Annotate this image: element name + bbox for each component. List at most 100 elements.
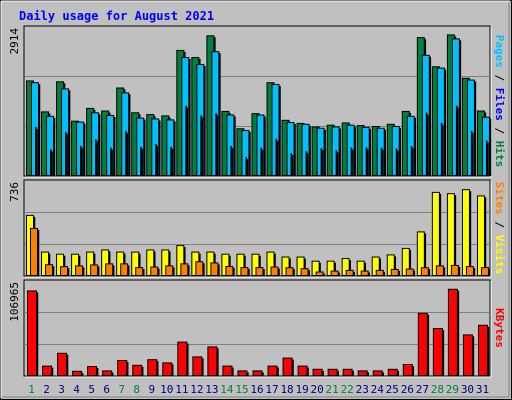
sites-bar — [300, 268, 310, 277]
day-label: 22 — [341, 383, 354, 396]
pages-bar — [290, 152, 294, 177]
pages-bar — [80, 145, 83, 176]
day-label: 11 — [175, 383, 188, 396]
visits-bar — [431, 191, 442, 276]
sites-bar — [315, 271, 325, 276]
kbytes-bar — [72, 370, 84, 376]
pages-bar — [335, 150, 339, 177]
kbytes-bar — [132, 364, 144, 376]
day-label: 6 — [103, 383, 110, 396]
day-label: 1 — [28, 383, 35, 396]
day-label: 29 — [446, 383, 459, 396]
pages-bar — [425, 112, 429, 176]
visits-bar — [476, 195, 487, 276]
pages-bar — [245, 156, 249, 176]
pages-bar — [155, 144, 159, 177]
sites-bar — [30, 227, 40, 276]
hits-max-label: 2914 — [8, 28, 21, 55]
pages-bar — [365, 147, 369, 177]
sites-bar — [345, 269, 355, 277]
sites-bar — [435, 265, 446, 276]
visits-max-label: 736 — [8, 182, 21, 202]
pages-bar — [305, 151, 309, 176]
sites-bar — [90, 264, 100, 277]
pages-bar — [275, 138, 279, 176]
kbytes-bar — [42, 365, 54, 377]
pages-bar — [350, 147, 354, 176]
sites-bar — [420, 267, 431, 276]
kbytes-bar — [252, 370, 264, 376]
pages-bar — [320, 148, 324, 176]
pages-bar — [95, 139, 98, 177]
kbytes-bar — [117, 360, 129, 376]
day-label: 30 — [461, 383, 474, 396]
day-label: 12 — [190, 383, 203, 396]
sites-bar — [195, 261, 205, 276]
day-label: 25 — [386, 383, 399, 396]
sites-bar — [120, 263, 130, 276]
kbytes-panel — [23, 279, 491, 377]
kbytes-bar — [162, 362, 174, 376]
kbytes-bar — [447, 288, 460, 376]
day-label: 16 — [250, 383, 263, 396]
pages-bar — [380, 147, 384, 176]
kbytes-bar — [387, 368, 400, 376]
day-label: 20 — [311, 383, 324, 396]
kbytes-bar — [27, 290, 39, 377]
kbytes-bar — [342, 368, 354, 376]
day-label: 21 — [326, 383, 339, 396]
day-label: 9 — [148, 383, 155, 396]
sites-bar — [210, 262, 220, 276]
pages-bar — [50, 149, 53, 176]
sites-bar — [360, 270, 370, 277]
sites-bar — [75, 265, 85, 276]
kbytes-bar — [312, 368, 324, 376]
pages-bar — [410, 145, 414, 176]
kbytes-bar — [432, 328, 445, 376]
sites-bar — [375, 269, 385, 277]
sites-bar — [330, 270, 340, 277]
day-label: 31 — [476, 383, 489, 396]
sites-bar — [255, 267, 265, 276]
sites-bar — [105, 263, 115, 276]
kbytes-bar — [282, 357, 294, 377]
sites-bar — [240, 267, 250, 276]
pages-bar — [395, 148, 399, 177]
pages-bar — [470, 130, 474, 176]
day-label: 28 — [431, 383, 444, 396]
sites-bar — [480, 267, 491, 276]
kbytes-bar — [87, 366, 99, 376]
pages-bar — [110, 147, 113, 176]
kbytes-max-label: 106965 — [8, 282, 21, 322]
kbytes-bar — [192, 356, 204, 376]
day-label: 19 — [295, 383, 308, 396]
day-label: 17 — [265, 383, 278, 396]
day-label: 4 — [73, 383, 80, 396]
pages-bar — [170, 146, 174, 177]
visits-bar — [461, 189, 472, 276]
pages-bar — [200, 115, 204, 176]
kbytes-bar — [327, 368, 339, 376]
kbytes-bar — [57, 352, 69, 376]
day-label: 14 — [220, 383, 234, 396]
sites-bar — [465, 266, 476, 277]
sites-bar — [180, 263, 190, 276]
kbytes-bar — [297, 365, 309, 377]
kbytes-bar — [357, 370, 369, 376]
kbytes-bar — [462, 334, 475, 376]
kbytes-bar — [372, 370, 384, 376]
kbytes-bar — [237, 370, 249, 376]
day-label: 5 — [88, 383, 95, 396]
day-label: 7 — [118, 383, 125, 396]
pages-bar — [260, 147, 264, 176]
kbytes-bar — [102, 370, 114, 376]
sites-bar — [225, 265, 235, 277]
pages-bar — [215, 113, 219, 176]
kbytes-bar — [402, 364, 415, 376]
sites-bar — [165, 265, 175, 276]
kbytes-bar — [177, 341, 189, 377]
pages-bar — [455, 105, 459, 176]
visits-legend: Sites / Visits — [493, 182, 506, 275]
day-label: 23 — [356, 383, 369, 396]
kbytes-bar — [207, 346, 219, 376]
